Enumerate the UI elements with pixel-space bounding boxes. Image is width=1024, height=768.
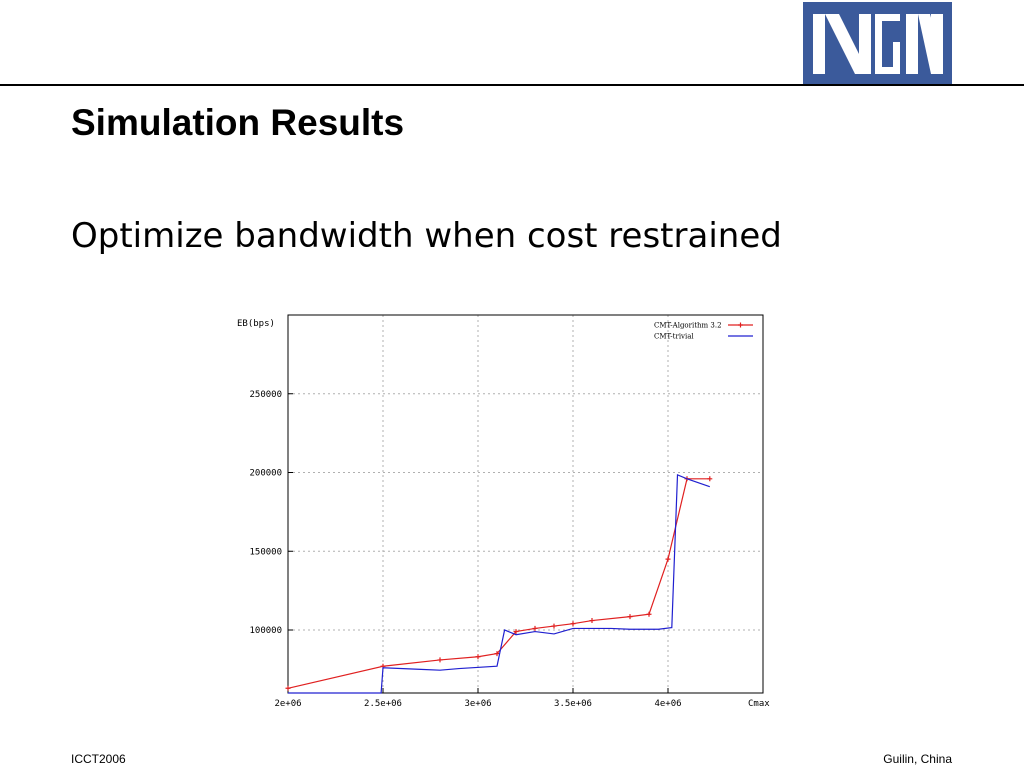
y-tick-label: 200000: [249, 469, 282, 479]
data-point: [589, 618, 595, 624]
data-point: [707, 476, 713, 482]
y-axis-label: EB(bps): [237, 319, 275, 329]
data-point: [646, 611, 652, 617]
y-tick-label: 100000: [249, 626, 282, 636]
data-point: [627, 614, 633, 620]
data-point: [513, 629, 519, 635]
x-axis: 2e+06 2.5e+06 3e+06 3.5e+06 4e+06: [274, 688, 682, 709]
data-point: [532, 625, 538, 631]
data-point: [494, 651, 500, 657]
y-axis: 100000 150000 200000 250000: [249, 390, 293, 636]
chart-grid: [288, 315, 763, 693]
legend-label: CMT-Algorithm 3.2: [654, 322, 722, 330]
x-tick-label: 2e+06: [274, 699, 301, 709]
y-tick-label: 150000: [249, 547, 282, 557]
data-point: [551, 623, 557, 629]
x-tick-label: 2.5e+06: [364, 699, 402, 709]
chart-legend: CMT-Algorithm 3.2 CMT-trivial: [654, 322, 753, 341]
logo-letters: [813, 14, 943, 74]
data-point: [285, 685, 291, 691]
x-axis-label: Cmax: [748, 699, 770, 709]
x-tick-label: 3e+06: [464, 699, 491, 709]
legend-label: CMT-trivial: [654, 333, 694, 341]
data-point: [475, 654, 481, 660]
bandwidth-chart: 100000 150000 200000 250000 2e+06 2.5e+06 3e+…: [237, 314, 770, 709]
footer-conference: ICCT2006: [71, 752, 126, 766]
x-tick-label: 4e+06: [654, 699, 681, 709]
ngn-logo-icon: [803, 2, 952, 85]
y-tick-label: 250000: [249, 390, 282, 400]
header-rule: [0, 84, 1024, 86]
data-point: [570, 621, 576, 627]
data-point: [437, 657, 443, 663]
x-tick-label: 3.5e+06: [554, 699, 592, 709]
page-subtitle: Optimize bandwidth when cost restrained: [71, 216, 782, 256]
data-point: [665, 556, 671, 562]
series-line-1: [288, 473, 710, 694]
plot-frame: [287, 314, 764, 694]
series-layer: [285, 473, 713, 694]
footer-location: Guilin, China: [883, 752, 952, 766]
legend-marker: [738, 322, 743, 328]
page-title: Simulation Results: [71, 102, 405, 143]
